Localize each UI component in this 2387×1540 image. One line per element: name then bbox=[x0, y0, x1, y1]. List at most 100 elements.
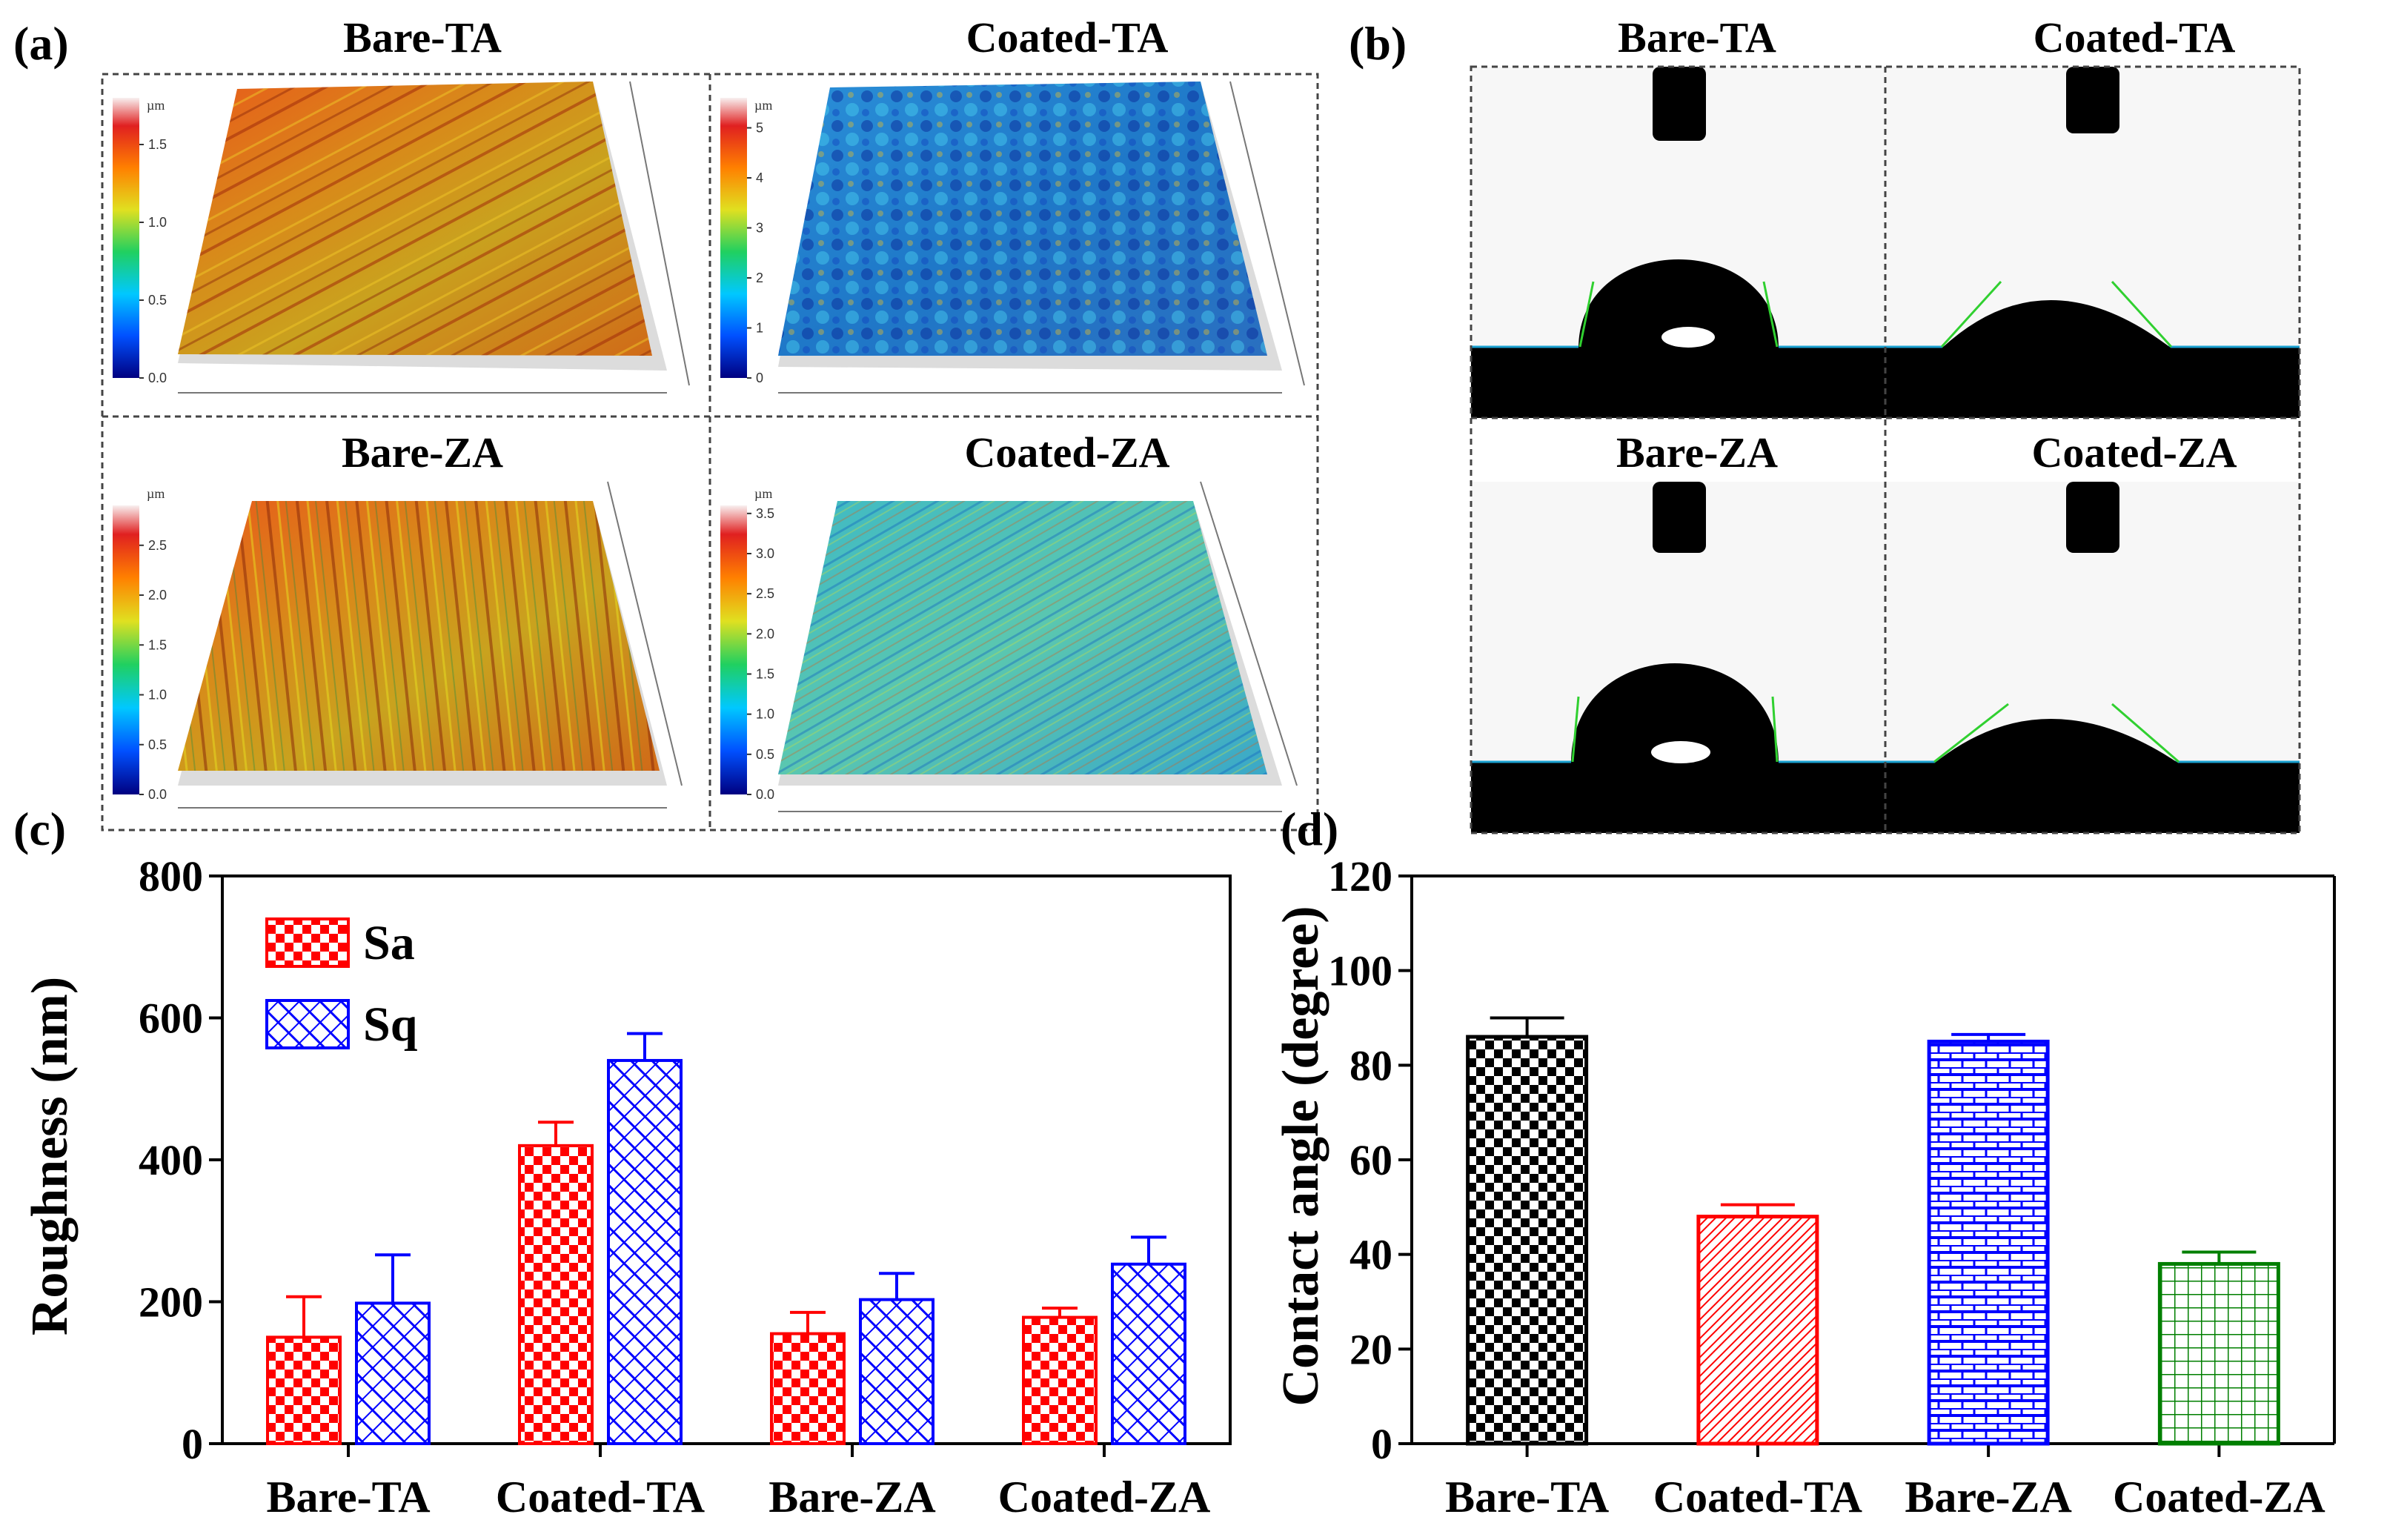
color-scale-tick-label: 3 bbox=[756, 221, 763, 236]
bar-sa bbox=[518, 1144, 594, 1445]
color-scale-tick-label: 0.0 bbox=[148, 371, 167, 385]
color-scale-unit: µm bbox=[754, 486, 772, 501]
panel-label-a: (a) bbox=[13, 17, 69, 70]
y-tick-label: 800 bbox=[139, 852, 203, 900]
contact-angle-chart: 0 20 40 60 80 100 120 Bare-TA Coated-TA Bare-ZA Co… bbox=[1328, 852, 2336, 1521]
droplet-bare-ta bbox=[1578, 259, 1779, 348]
surface-texture bbox=[178, 82, 652, 356]
bar-sq bbox=[859, 1298, 934, 1445]
surface-title: Coated-TA bbox=[966, 13, 1169, 62]
bar-sq bbox=[1111, 1262, 1186, 1445]
bar-contact-angle bbox=[1927, 1039, 2050, 1446]
y-axis-label: Contact angle (degree) bbox=[1272, 906, 1329, 1406]
color-scale-bar bbox=[720, 98, 747, 378]
color-scale-tick-label: 4 bbox=[756, 170, 763, 185]
color-scale-bar bbox=[113, 98, 139, 378]
x-tick-label: Bare-ZA bbox=[1905, 1473, 2072, 1521]
color-scale-tick-label: 0.0 bbox=[148, 787, 167, 802]
color-scale-unit: µm bbox=[147, 98, 165, 113]
color-scale-tick-label: 0.0 bbox=[756, 787, 774, 802]
surface-texture bbox=[778, 82, 1267, 356]
color-scale-tick-label: 1.5 bbox=[148, 637, 167, 652]
surface-title: Bare-TA bbox=[343, 13, 502, 62]
bar-sa bbox=[770, 1332, 846, 1446]
tangent-line bbox=[1578, 281, 1595, 348]
surface-texture bbox=[778, 501, 1267, 774]
tangent-line bbox=[2111, 280, 2173, 348]
color-scale-tick-label: 1.5 bbox=[756, 667, 774, 682]
color-scale-bar bbox=[720, 505, 747, 794]
color-scale-tick-label: 2.5 bbox=[148, 538, 167, 553]
color-scale-tick-label: 5 bbox=[756, 121, 763, 136]
color-scale-tick-label: 1.0 bbox=[148, 215, 167, 230]
y-tick-label: 0 bbox=[182, 1420, 203, 1468]
color-scale-tick-label: 2 bbox=[756, 271, 763, 285]
y-tick-label: 0 bbox=[1371, 1420, 1392, 1468]
tangent-line bbox=[1940, 280, 2002, 348]
bar-sa bbox=[266, 1335, 342, 1445]
surface-texture bbox=[178, 501, 660, 771]
y-axis-label: Roughness (nm) bbox=[21, 977, 79, 1335]
surface-map-coated-ta: Coated-TA µm 0 1 2 3 4 5 bbox=[720, 13, 1305, 394]
color-scale-tick-label: 1 bbox=[756, 321, 763, 336]
panel-label-c: (c) bbox=[13, 803, 66, 855]
panel-a: (a) Bare-TA µm 0.0 0.5 1.0 1.5 Coated-TA µm… bbox=[13, 13, 1319, 832]
legend-swatch bbox=[265, 999, 350, 1049]
bar-sa bbox=[1022, 1315, 1098, 1445]
color-scale-tick-label: 1.0 bbox=[148, 688, 167, 703]
x-tick-label: Coated-ZA bbox=[998, 1473, 1211, 1521]
color-scale-unit: µm bbox=[147, 486, 165, 501]
y-tick-label: 40 bbox=[1349, 1231, 1392, 1279]
tangent-line bbox=[1771, 696, 1779, 763]
x-tick-label: Coated-TA bbox=[1653, 1473, 1862, 1521]
surface-title: Bare-ZA bbox=[342, 428, 503, 477]
bar-sq bbox=[355, 1301, 431, 1446]
color-scale-ticks: 0.0 0.5 1.0 1.5 2.0 2.5 3.0 3.5 bbox=[747, 506, 774, 802]
tangent-line bbox=[2111, 703, 2179, 763]
droplet-coated-ta bbox=[1942, 300, 2171, 348]
y-tick-label: 20 bbox=[1349, 1325, 1392, 1373]
surface-map-bare-za: Bare-ZA µm 0.0 0.5 1.0 1.5 2.0 2.5 bbox=[113, 428, 683, 809]
color-scale-tick-label: 0 bbox=[756, 371, 763, 385]
surface-title: Coated-ZA bbox=[964, 428, 1169, 477]
tangent-line bbox=[1571, 696, 1580, 763]
color-scale-tick-label: 0.5 bbox=[148, 293, 167, 308]
color-scale-ticks: 0.0 0.5 1.0 1.5 2.0 2.5 bbox=[139, 538, 167, 802]
x-tick-label: Coated-TA bbox=[496, 1473, 705, 1521]
panel-b-frame bbox=[1470, 65, 2301, 834]
x-tick-label: Coated-ZA bbox=[2113, 1473, 2325, 1521]
droplet-coated-za bbox=[1934, 719, 2179, 763]
legend-swatch bbox=[265, 917, 350, 968]
roughness-chart: 0 200 400 600 800 Bare-TA Coated-TA Bare-ZA Coat… bbox=[139, 852, 1232, 1521]
bar-contact-angle bbox=[2157, 1261, 2280, 1446]
color-scale-tick-label: 2.0 bbox=[756, 626, 774, 641]
tangent-line bbox=[1762, 281, 1779, 348]
droplet-title: Bare-TA bbox=[1618, 13, 1776, 62]
color-scale-tick-label: 3.5 bbox=[756, 506, 774, 521]
color-scale-bar bbox=[113, 505, 139, 794]
legend-label: Sq bbox=[363, 998, 418, 1052]
color-scale-tick-label: 0.5 bbox=[756, 747, 774, 762]
y-axis-scale bbox=[607, 481, 683, 786]
y-axis-scale bbox=[629, 81, 690, 386]
y-axis-scale bbox=[1200, 481, 1298, 786]
x-tick-label: Bare-TA bbox=[266, 1473, 430, 1521]
droplet-title: Bare-ZA bbox=[1616, 428, 1778, 477]
y-axis-scale bbox=[1229, 81, 1305, 386]
droplet-title: Coated-TA bbox=[2034, 13, 2236, 62]
color-scale-unit: µm bbox=[754, 98, 772, 113]
syringe-needle bbox=[2066, 482, 2119, 553]
color-scale-tick-label: 2.5 bbox=[756, 586, 774, 601]
panel-d: (d) Contact angle (degree) 0 20 40 60 80 100 1… bbox=[1272, 803, 2336, 1521]
syringe-needle bbox=[1653, 482, 1706, 553]
y-tick-label: 600 bbox=[139, 995, 203, 1043]
legend-label: Sa bbox=[363, 916, 415, 970]
droplet-reflection bbox=[1651, 741, 1710, 763]
y-tick-label: 120 bbox=[1328, 852, 1392, 900]
panel-label-b: (b) bbox=[1349, 17, 1407, 70]
y-tick-label: 200 bbox=[139, 1278, 203, 1327]
x-tick-label: Bare-ZA bbox=[768, 1473, 936, 1521]
color-scale-ticks: 0.0 0.5 1.0 1.5 bbox=[139, 137, 167, 385]
surface-map-coated-za: Coated-ZA µm 0.0 0.5 1.0 1.5 2.0 2.5 3.0 3.5 bbox=[720, 428, 1298, 812]
